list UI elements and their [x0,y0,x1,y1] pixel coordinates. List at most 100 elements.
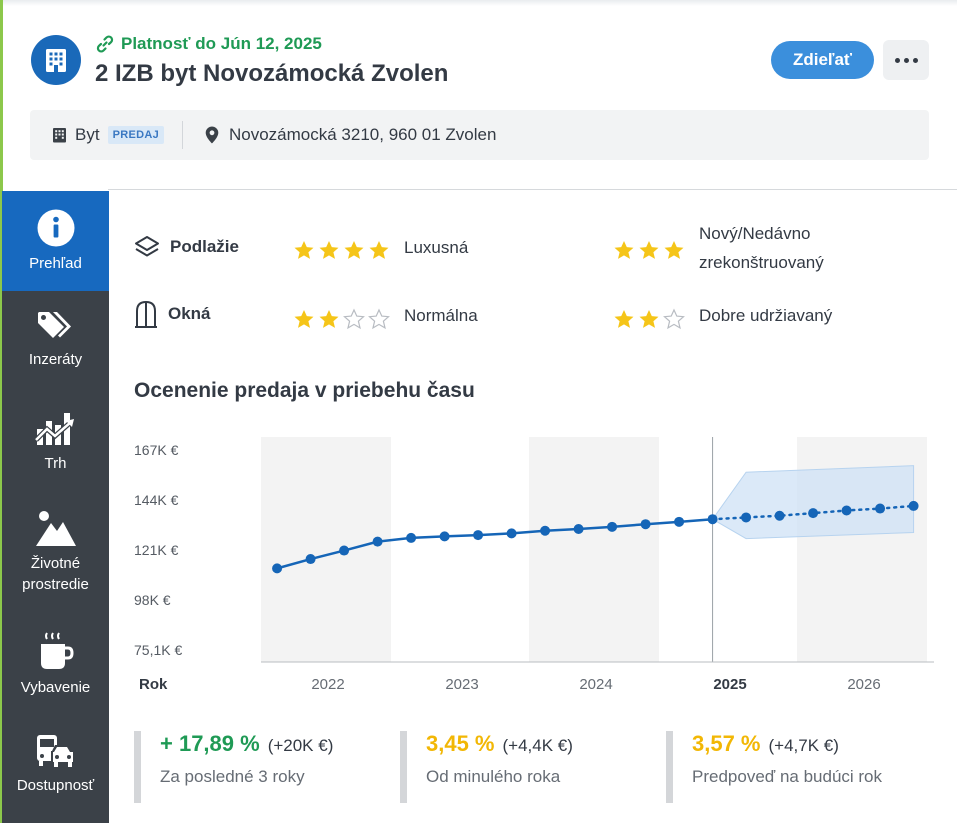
validity-text: Platnosť do Jún 12, 2025 [121,34,322,53]
stat-description: Od minulého roka [426,767,561,786]
market-chart-icon [34,413,74,445]
data-point [372,536,383,547]
info-separator [182,121,183,149]
floor-quality-rating [293,239,390,261]
x-tick-label: 2026 [847,676,880,693]
stat-description: Predpoveď na budúci rok [692,767,883,786]
feature-label: Podlažie [170,237,239,256]
valuation-chart: 167K € 144K € 121K € 98K € 75,1K € 2022 2023 20… [134,437,934,693]
y-tick-label: 121K € [134,542,179,558]
share-button[interactable]: Zdieľať [771,41,874,79]
feature-windows: Okná [134,300,211,328]
star-empty-icon [663,308,685,330]
star-filled-icon [294,310,314,328]
sidebar-item-overview[interactable]: Prehľad [2,191,109,291]
stat-value: + 17,89 % [160,731,260,756]
floor-condition-rating [613,239,685,261]
sidebar-item-label: Životné prostredie [22,555,89,593]
validity-date: Platnosť do Jún 12, 2025 [95,34,322,54]
sidebar-item-environment[interactable]: Životné prostredie [2,509,109,595]
stat-delta: (+20K €) [267,736,334,755]
year-band-2022 [261,437,391,662]
floor-condition-text: Nový/Nedávno zrekonštruovaný [699,224,824,272]
data-point [406,532,417,543]
listing-type-badge: PREDAJ [107,126,164,144]
data-point [808,508,819,519]
stat-last-year: 3,45 % (+4,4K €) Od minulého roka [400,731,573,803]
sidebar-item-accessibility[interactable]: Dostupnosť [2,733,109,796]
star-filled-icon [664,241,684,259]
x-tick-label: 2022 [311,676,344,693]
more-dot-icon [903,57,909,63]
accent-line [0,0,3,823]
property-type-label: Byt [75,125,100,144]
data-point [741,512,752,523]
sidebar-item-label: Dostupnosť [16,777,95,794]
data-point [774,510,785,521]
stat-value: 3,57 % [692,731,761,756]
data-point [841,505,852,516]
star-filled-icon [319,241,339,259]
star-empty-icon [343,308,365,330]
stat-delta: (+4,7K €) [768,736,839,755]
star-empty-icon [368,308,390,330]
star-filled-icon [344,241,364,259]
x-tick-label: 2025 [713,676,746,693]
data-point [640,519,651,530]
history-line [276,517,713,570]
stat-delta: (+4,4K €) [502,736,573,755]
stat-value: 3,45 % [426,731,495,756]
y-tick-label: 75,1K € [134,642,182,658]
property-address: Novozámocká 3210, 960 01 Zvolen [205,125,496,145]
chart-section-title: Ocenenie predaja v priebehu času [134,379,475,402]
top-shadow [0,0,957,6]
sidebar: Prehľad Inzeráty Trh [2,191,109,823]
sidebar-item-label: Prehľad [29,255,82,272]
property-info-bar: Byt PREDAJ Novozámocká 3210, 960 01 Zvol… [30,110,929,160]
building-small-icon [53,128,66,143]
y-tick-label: 98K € [134,592,171,608]
link-icon [96,35,114,53]
tags-icon [37,312,71,338]
data-point [908,500,919,511]
sidebar-item-amenities[interactable]: Vybavenie [2,631,109,698]
feature-floor: Podlažie [134,235,239,259]
sidebar-item-label: Inzeráty [28,351,83,368]
star-filled-icon [614,241,634,259]
data-point [607,521,618,532]
more-options-button[interactable] [883,40,929,80]
header-divider [108,189,957,190]
feature-label: Okná [168,304,211,323]
data-point [573,523,584,534]
data-point [272,563,283,574]
y-tick-label: 167K € [134,442,179,458]
address-text: Novozámocká 3210, 960 01 Zvolen [229,125,497,144]
sidebar-item-label: Vybavenie [20,679,91,696]
forecast-band [711,465,915,540]
x-axis-label: Rok [139,676,168,693]
windows-quality-rating [293,308,390,330]
data-point [506,528,517,539]
property-type: Byt PREDAJ [52,125,164,145]
more-dot-icon [894,57,900,63]
data-point [305,554,316,565]
transport-icon [36,735,75,767]
data-point [339,545,350,556]
windows-condition-text: Dobre udržiavaný [699,306,833,325]
x-tick-label: 2024 [579,676,612,693]
stat-description: Za posledné 3 roky [160,767,305,786]
stat-three-years: + 17,89 % (+20K €) Za posledné 3 roky [134,731,333,803]
stat-forecast: 3,57 % (+4,7K €) Predpoveď na budúci rok [666,731,882,803]
star-filled-icon [639,310,659,328]
star-filled-icon [369,241,389,259]
data-point [540,525,551,536]
sidebar-item-market[interactable]: Trh [2,409,109,474]
star-filled-icon [319,310,339,328]
sidebar-item-listings[interactable]: Inzeráty [2,309,109,370]
window-icon [135,300,157,328]
info-icon [37,209,74,247]
building-icon [31,35,81,85]
year-band-2024 [529,437,659,662]
data-point [674,516,685,527]
